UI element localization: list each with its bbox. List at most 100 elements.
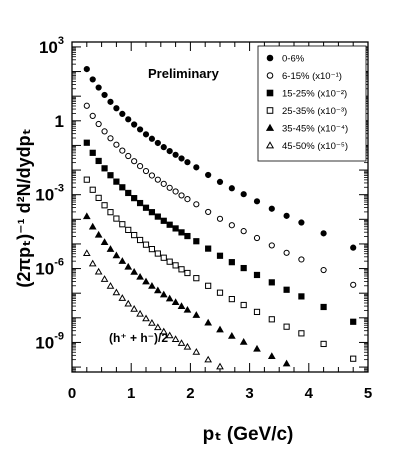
data-point [113, 105, 120, 112]
data-point [184, 232, 191, 240]
data-point [107, 98, 114, 105]
data-point [113, 178, 120, 185]
x-axis-title-text: pₜ (GeV/c) [203, 424, 294, 445]
data-point [160, 254, 167, 261]
data-point [83, 102, 90, 109]
data-point [228, 259, 235, 266]
series-5 [82, 212, 291, 367]
data-point [101, 202, 108, 209]
data-point [204, 355, 213, 363]
data-point [178, 229, 185, 236]
data-point [320, 303, 327, 311]
preliminary-label: Preliminary [148, 66, 220, 81]
x-axis-ticks [71, 42, 369, 372]
legend-items: 0-6% 6-15% (x10⁻¹) 15-25% (x10⁻²) 25-35% (x… [265, 54, 348, 152]
x-tick-label: 2 [186, 385, 194, 402]
data-points [82, 65, 357, 370]
data-point [282, 359, 291, 367]
data-point [165, 331, 174, 339]
legend-label: 6-15% (x10⁻¹) [282, 71, 342, 82]
data-point [125, 226, 132, 234]
data-point [298, 219, 305, 226]
data-point [148, 172, 156, 179]
data-point [193, 275, 200, 282]
legend-label: 35-45% (x10⁻⁴) [282, 124, 348, 135]
data-point [216, 215, 224, 222]
data-point [142, 314, 150, 322]
data-point [320, 266, 327, 274]
data-point [192, 311, 201, 318]
data-point [136, 163, 144, 170]
data-point [350, 355, 357, 362]
y-tick-label: 10-3 [35, 183, 64, 205]
data-point [204, 318, 213, 326]
data-point [228, 222, 235, 229]
data-point [112, 288, 121, 296]
data-point [101, 91, 108, 99]
data-point [159, 327, 168, 335]
data-point [83, 176, 90, 183]
data-point [106, 282, 115, 289]
data-point [142, 277, 150, 285]
data-point [267, 352, 276, 359]
y-tick-label: 103 [39, 35, 64, 57]
data-point [88, 222, 97, 230]
data-point [216, 362, 224, 370]
data-point [119, 110, 126, 118]
data-point [166, 258, 173, 265]
data-point [95, 120, 102, 128]
y-tick-base: 10 [39, 38, 58, 57]
data-point [148, 246, 156, 253]
data-point [153, 286, 162, 294]
data-point [192, 348, 201, 355]
y-tick-label: 1 [55, 112, 64, 131]
data-point [100, 238, 109, 245]
data-point [350, 281, 357, 288]
data-point [178, 266, 185, 273]
y-axis-title-text: (2πpₜ)⁻¹ d²N/dydpₜ [14, 128, 34, 287]
data-point [205, 282, 212, 289]
data-point [171, 335, 180, 342]
x-tick-label: 5 [364, 385, 372, 402]
series-1 [83, 65, 357, 251]
data-point [183, 305, 192, 313]
data-point [253, 344, 261, 352]
data-point [106, 245, 115, 252]
particle-label: (h⁺ + h⁻)/2 [109, 331, 168, 345]
x-tick-label: 3 [245, 385, 253, 402]
data-point [112, 251, 121, 259]
data-point [142, 131, 150, 138]
data-point [320, 230, 327, 237]
y-tick-label: 10-6 [35, 257, 64, 279]
data-point [165, 294, 174, 302]
data-point [124, 299, 133, 307]
data-point [154, 139, 161, 147]
data-point [184, 269, 191, 277]
data-point [89, 112, 96, 119]
y-tick-exponent: -9 [54, 330, 64, 342]
y-tick-label: 10-9 [35, 330, 64, 352]
series-4 [83, 176, 357, 362]
data-point [171, 298, 180, 306]
data-point [119, 147, 126, 154]
series-2 [83, 102, 357, 288]
y-tick-base: 10 [35, 186, 54, 205]
data-point [107, 209, 114, 216]
data-point [216, 252, 224, 259]
y-tick-base: 1 [55, 112, 64, 131]
legend-marker [265, 141, 275, 149]
data-point [82, 249, 91, 257]
data-point [130, 268, 139, 275]
data-point [119, 221, 126, 228]
data-point [183, 342, 192, 350]
legend-label: 0-6% [282, 54, 305, 65]
data-point [88, 259, 97, 267]
data-point [95, 157, 102, 165]
data-point [320, 340, 327, 348]
data-point [148, 318, 156, 326]
data-point [113, 141, 120, 148]
data-point [95, 84, 102, 91]
data-point [177, 302, 186, 309]
particle-label-text: (h⁺ + h⁻)/2 [109, 331, 168, 345]
data-point [240, 301, 247, 309]
